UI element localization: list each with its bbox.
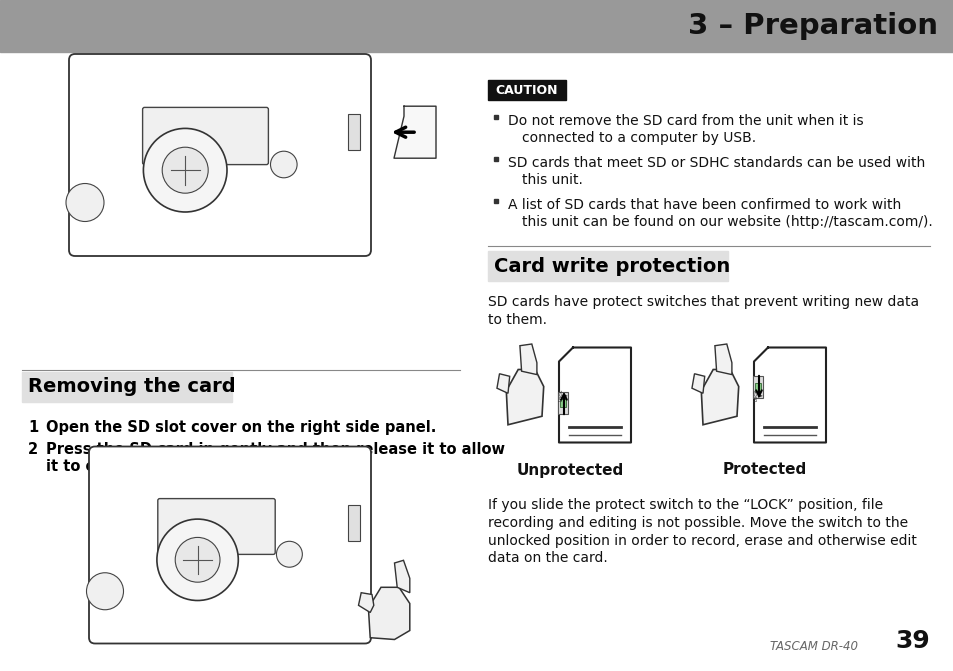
Text: 1: 1 bbox=[28, 420, 38, 435]
Text: Do not remove the SD card from the unit when it is: Do not remove the SD card from the unit … bbox=[507, 114, 862, 128]
Bar bbox=[754, 383, 760, 391]
Text: Open the SD slot cover on the right side panel.: Open the SD slot cover on the right side… bbox=[46, 420, 436, 435]
Text: TASCAM DR-40: TASCAM DR-40 bbox=[769, 640, 857, 653]
Circle shape bbox=[162, 147, 208, 193]
Text: Protected: Protected bbox=[722, 462, 806, 478]
Text: Unprotected: Unprotected bbox=[516, 462, 623, 478]
Bar bbox=[559, 399, 565, 407]
Text: 2: 2 bbox=[28, 442, 38, 457]
FancyBboxPatch shape bbox=[89, 446, 371, 643]
Polygon shape bbox=[394, 106, 436, 158]
Text: this unit.: this unit. bbox=[521, 173, 582, 187]
Bar bbox=[752, 376, 762, 398]
Text: to them.: to them. bbox=[488, 313, 546, 327]
Bar bbox=[488, 80, 565, 100]
Text: If you slide the protect switch to the “LOCK” position, file: If you slide the protect switch to the “… bbox=[488, 497, 882, 511]
Text: Lock
▼: Lock ▼ bbox=[558, 389, 569, 401]
Text: Press the SD card in gently and then release it to allow
it to come out.: Press the SD card in gently and then rel… bbox=[46, 442, 504, 474]
Text: 3 – Preparation: 3 – Preparation bbox=[687, 12, 937, 40]
Bar bbox=[0, 0, 953, 52]
Text: unlocked position in order to record, erase and otherwise edit: unlocked position in order to record, er… bbox=[488, 533, 916, 548]
Bar bbox=[348, 505, 359, 541]
FancyBboxPatch shape bbox=[157, 499, 274, 554]
Bar bbox=[558, 392, 567, 414]
Text: Removing the card: Removing the card bbox=[28, 378, 235, 397]
Text: SD cards have protect switches that prevent writing new data: SD cards have protect switches that prev… bbox=[488, 295, 918, 309]
Text: Lock
▼: Lock ▼ bbox=[753, 389, 763, 401]
Polygon shape bbox=[753, 348, 825, 442]
Text: data on the card.: data on the card. bbox=[488, 552, 607, 566]
Text: 39: 39 bbox=[894, 629, 929, 653]
Polygon shape bbox=[691, 374, 704, 393]
Text: SD cards that meet SD or SDHC standards can be used with: SD cards that meet SD or SDHC standards … bbox=[507, 156, 924, 170]
Circle shape bbox=[271, 151, 296, 178]
Circle shape bbox=[66, 183, 104, 221]
Polygon shape bbox=[368, 587, 410, 639]
Circle shape bbox=[156, 519, 238, 601]
Polygon shape bbox=[700, 370, 738, 425]
Circle shape bbox=[276, 541, 302, 567]
Polygon shape bbox=[714, 344, 731, 374]
Polygon shape bbox=[506, 370, 543, 425]
FancyBboxPatch shape bbox=[142, 107, 268, 164]
Polygon shape bbox=[497, 374, 509, 393]
Bar bbox=[348, 114, 359, 150]
Bar bbox=[488, 251, 727, 281]
Text: connected to a computer by USB.: connected to a computer by USB. bbox=[521, 131, 756, 145]
Polygon shape bbox=[358, 592, 374, 613]
Text: this unit can be found on our website (http://tascam.com/).: this unit can be found on our website (h… bbox=[521, 215, 932, 229]
Circle shape bbox=[175, 537, 220, 582]
Polygon shape bbox=[519, 344, 537, 374]
Bar bbox=[22, 372, 232, 402]
Text: recording and editing is not possible. Move the switch to the: recording and editing is not possible. M… bbox=[488, 515, 907, 529]
Text: CAUTION: CAUTION bbox=[496, 83, 558, 97]
Circle shape bbox=[87, 573, 123, 610]
Polygon shape bbox=[558, 348, 630, 442]
Polygon shape bbox=[395, 560, 410, 592]
FancyBboxPatch shape bbox=[69, 54, 371, 256]
Text: A list of SD cards that have been confirmed to work with: A list of SD cards that have been confir… bbox=[507, 198, 901, 212]
Circle shape bbox=[143, 128, 227, 212]
Text: Card write protection: Card write protection bbox=[494, 256, 729, 276]
